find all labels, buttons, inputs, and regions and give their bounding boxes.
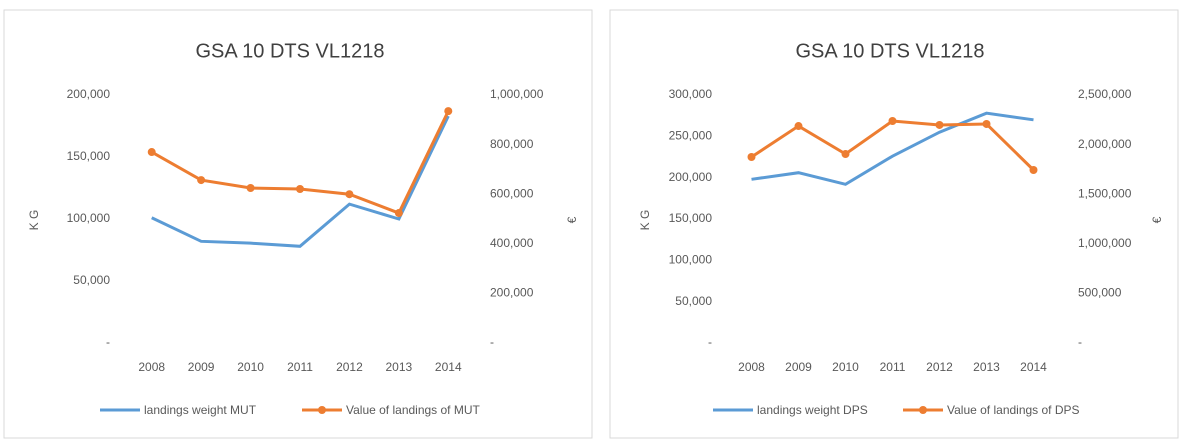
y2-tick-label: 600,000 [490, 186, 534, 200]
y-axis-label: K G [27, 210, 41, 231]
y-axis-label: K G [638, 210, 652, 231]
x-tick-label: 2012 [926, 360, 953, 374]
y2-tick-label: 800,000 [490, 137, 534, 151]
data-point [982, 119, 991, 128]
y2-tick-label: 1,000,000 [490, 87, 544, 101]
y-tick-label: 300,000 [669, 87, 713, 101]
chart-panel [609, 9, 1179, 439]
data-point [747, 153, 756, 161]
x-tick-label: 2013 [386, 360, 413, 374]
y2-tick-label: 500,000 [1078, 286, 1122, 300]
y-tick-label: - [106, 335, 110, 349]
y-tick-label: 50,000 [73, 273, 110, 287]
x-tick-label: 2011 [880, 360, 906, 374]
y-tick-label: 200,000 [669, 170, 713, 184]
legend-label: landings weight DPS [757, 403, 868, 417]
y2-axis-label: € [1150, 216, 1164, 223]
data-point [394, 209, 403, 218]
data-point [444, 107, 453, 116]
y-tick-label: 150,000 [67, 149, 111, 163]
chart-title: GSA 10 DTS VL1218 [195, 40, 384, 62]
y-tick-label: 250,000 [669, 129, 713, 143]
data-point [841, 150, 850, 159]
y2-tick-label: - [1078, 335, 1082, 349]
data-point [888, 116, 897, 125]
x-tick-label: 2011 [287, 360, 313, 374]
data-point [794, 122, 803, 131]
x-tick-label: 2010 [237, 360, 264, 374]
y2-tick-label: 200,000 [490, 286, 534, 300]
chart-panel [3, 9, 593, 439]
series-line [751, 111, 1034, 186]
series-line [151, 115, 450, 248]
y-tick-label: 100,000 [669, 253, 713, 267]
x-tick-label: 2010 [832, 360, 859, 374]
x-tick-label: 2014 [1020, 360, 1047, 374]
chart-title: GSA 10 DTS VL1218 [795, 40, 984, 62]
y2-tick-label: 400,000 [490, 236, 534, 250]
y-tick-label: 50,000 [675, 294, 712, 308]
y2-tick-label: - [490, 335, 494, 349]
y-tick-label: - [708, 335, 712, 349]
legend-marker [919, 406, 927, 414]
x-tick-label: 2008 [738, 360, 765, 374]
data-point [345, 190, 354, 199]
data-point [935, 120, 944, 129]
y-tick-label: 100,000 [67, 211, 111, 225]
x-tick-label: 2008 [138, 360, 165, 374]
legend-label: landings weight MUT [144, 403, 257, 417]
x-tick-label: 2013 [973, 360, 1000, 374]
data-point [246, 184, 255, 192]
y2-tick-label: 1,000,000 [1078, 236, 1132, 250]
x-tick-label: 2014 [435, 360, 462, 374]
x-tick-label: 2009 [785, 360, 812, 374]
y-tick-label: 200,000 [67, 87, 111, 101]
data-point [296, 184, 304, 193]
y-tick-label: 150,000 [669, 211, 713, 225]
x-tick-label: 2009 [188, 360, 215, 374]
legend-marker [318, 406, 326, 414]
data-point [1029, 165, 1038, 174]
y2-tick-label: 2,500,000 [1078, 87, 1132, 101]
legend-label: Value of landings of MUT [346, 403, 481, 417]
y2-axis-label: € [565, 216, 579, 223]
legend-label: Value of landings of DPS [947, 403, 1080, 417]
x-tick-label: 2012 [336, 360, 363, 374]
data-point [147, 148, 156, 157]
y2-tick-label: 2,000,000 [1078, 137, 1132, 151]
y2-tick-label: 1,500,000 [1078, 186, 1132, 200]
data-point [197, 176, 206, 185]
